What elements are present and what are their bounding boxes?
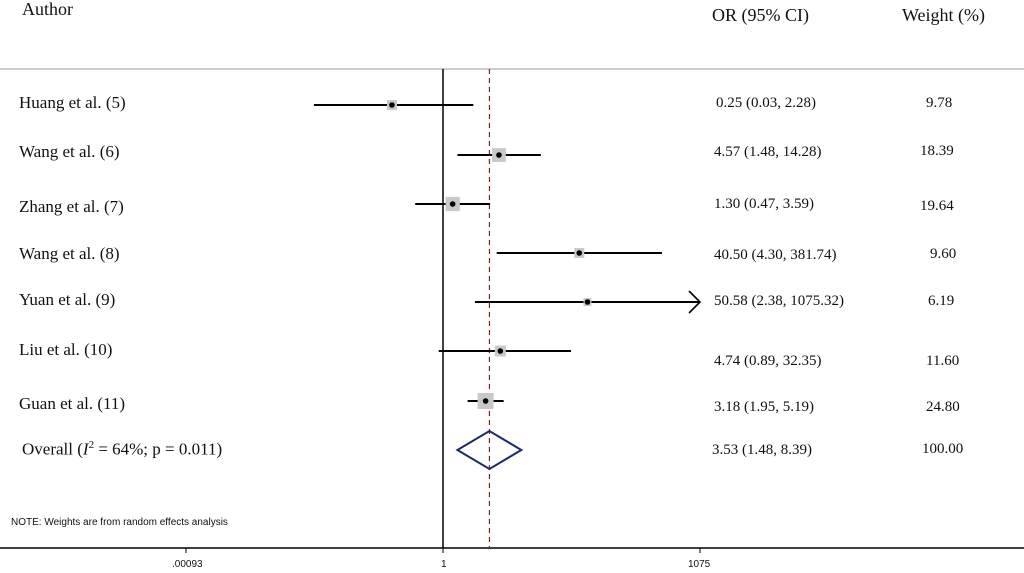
study-weight: 18.39: [920, 143, 954, 159]
study-or-ci: 4.57 (1.48, 14.28): [714, 144, 822, 160]
study-weight: 19.64: [920, 198, 954, 214]
study-or-ci: 0.25 (0.03, 2.28): [716, 95, 816, 111]
study-weight: 11.60: [926, 353, 960, 369]
point-estimate: [584, 299, 591, 305]
study-or-ci: 40.50 (4.30, 381.74): [714, 247, 837, 263]
study-or-ci: 4.74 (0.89, 32.35): [714, 353, 822, 369]
footnote: NOTE: Weights are from random effects an…: [11, 517, 228, 528]
study-or-ci: 1.30 (0.47, 3.59): [714, 196, 814, 212]
overall-label-sup: 2: [88, 439, 95, 451]
overall-or-ci: 3.53 (1.48, 8.39): [712, 442, 812, 458]
overall-diamond: [455, 429, 524, 471]
study-or-ci: 3.18 (1.95, 5.19): [714, 399, 814, 415]
overall-label-i: I: [82, 439, 89, 459]
point-estimate: [389, 102, 395, 108]
study-author: Wang et al. (6): [19, 142, 120, 161]
x-tick-label: .00093: [172, 559, 203, 570]
header-weight: Weight (%): [902, 5, 986, 25]
point-estimate: [576, 250, 583, 256]
point-estimate: [449, 201, 456, 207]
point-estimate: [482, 398, 489, 404]
overall-label: Overall (I2 = 64%; p = 0.011): [22, 440, 222, 458]
header-or-ci: OR (95% CI): [712, 5, 809, 25]
overall-label-prefix: Overall (: [22, 439, 83, 459]
study-weight: 24.80: [926, 399, 960, 415]
x-tick-label: 1: [441, 559, 447, 570]
overall-weight: 100.00: [922, 441, 964, 457]
x-tick-label: 1075: [688, 559, 711, 570]
study-weight: 6.19: [928, 293, 955, 309]
study-weight: 9.60: [930, 246, 957, 262]
study-weight: 9.78: [926, 95, 953, 111]
study-or-ci: 50.58 (2.38, 1075.32): [714, 293, 844, 309]
header-author: Author: [22, 0, 73, 19]
point-estimate: [497, 348, 504, 354]
study-author: Liu et al. (10): [19, 340, 113, 359]
overall-label-suffix: = 64%; p = 0.011): [94, 439, 223, 459]
study-author: Zhang et al. (7): [19, 197, 124, 216]
study-author: Huang et al. (5): [19, 93, 126, 112]
study-author: Guan et al. (11): [19, 394, 126, 413]
study-author: Yuan et al. (9): [19, 290, 116, 309]
ci-truncation-arrow: [688, 290, 702, 314]
study-author: Wang et al. (8): [19, 244, 120, 263]
point-estimate: [496, 152, 502, 158]
